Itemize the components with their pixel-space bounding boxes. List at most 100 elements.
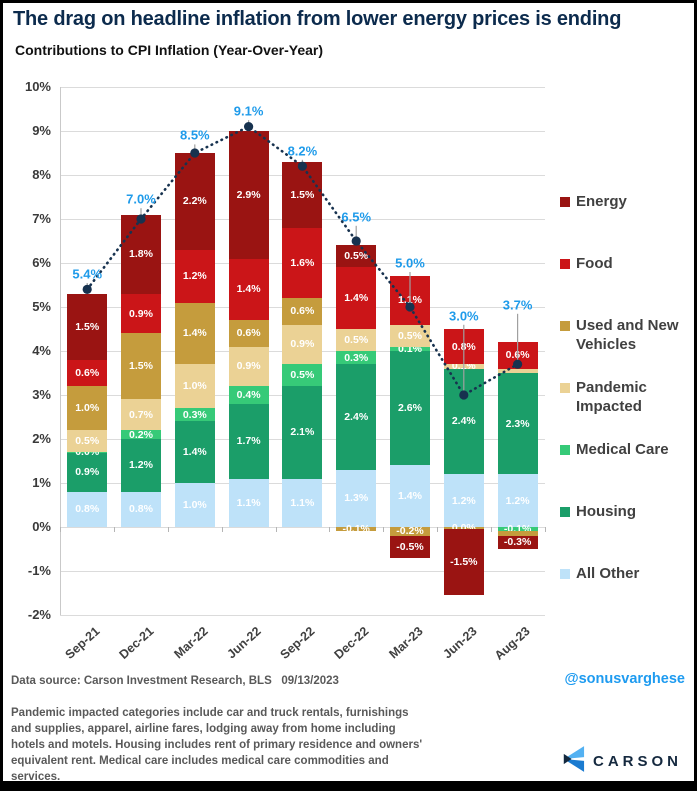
bar-segment-label: 0.5% (344, 250, 369, 263)
bar-segment: -0.1% (336, 523, 377, 535)
bar-segment-label: 1.2% (182, 270, 207, 283)
legend-swatch-icon (560, 569, 570, 579)
bar-segment-label: 1.5% (75, 320, 100, 333)
bar-segment: 0.5% (282, 364, 323, 387)
chart-subtitle: Contributions to CPI Inflation (Year-Ove… (15, 42, 324, 58)
category-axis-tick (221, 527, 223, 532)
bar-segment-label: 1.2% (129, 459, 153, 472)
bar-segment: 1.0% (174, 483, 215, 527)
bar-segment-label: 0.6% (236, 327, 261, 340)
legend-label: Pandemic Impacted (576, 379, 647, 415)
bar-segment: 0.9% (282, 324, 323, 365)
bar-segment-label: 2.4% (451, 415, 476, 428)
bar-segment: 1.4% (228, 258, 269, 321)
bar-segment: 1.0% (174, 364, 215, 409)
category-axis-tick (490, 527, 492, 532)
bar-segment: -0.2% (390, 525, 430, 537)
bar-segment: 2.4% (336, 364, 377, 470)
bar-segment: 1.8% (121, 214, 161, 294)
bar-segment: 0.5% (336, 329, 377, 351)
y-axis-tick-label: -2% (27, 607, 51, 622)
bar-segment: 1.5% (67, 293, 108, 360)
category-axis-tick (60, 527, 62, 532)
legend-swatch-icon (560, 259, 570, 269)
bar-segment-label: 1.6% (290, 256, 315, 269)
carson-logo: CARSON (561, 745, 682, 778)
category-axis-tick (114, 527, 116, 532)
stacked-bar-chart: 10% 9% 8% 7% 6% 5% 4% 3% 2% 1% 0% -1% -2% 0.8% 0.9% 0.0… (3, 3, 694, 781)
bar-segment: 2.4% (443, 368, 484, 475)
total-value-label: 5.4% (72, 266, 103, 282)
bar-segment-label: 0.8% (451, 340, 476, 353)
bar-segment (497, 531, 538, 536)
bar-segment: 0.9% (228, 346, 269, 387)
legend-swatch-icon (560, 197, 570, 207)
bar-segment: 1.2% (174, 249, 215, 303)
bar-segment-label: 1.8% (129, 248, 153, 261)
legend-label: Housing (576, 503, 636, 520)
total-value-label: 3.0% (448, 308, 479, 324)
bar-segment: 0.9% (121, 293, 161, 334)
bar-segment-label: 1.7% (236, 435, 261, 448)
bar-segment: 0.1% (443, 360, 484, 372)
category-axis-tick (167, 527, 169, 532)
bar-segment-label: 2.9% (236, 188, 261, 201)
twitter-handle: @sonusvarghese (564, 671, 685, 687)
bar-segment: 1.4% (174, 421, 215, 483)
bar-segment-label: 2.1% (290, 426, 315, 439)
x-axis-tick-label: Sep-21 (62, 624, 103, 662)
bar-segment: 0.6% (282, 298, 323, 325)
bar-segment-label: 1.1% (236, 496, 261, 509)
total-value-label: 7.0% (126, 191, 156, 207)
bar-segment: 1.1% (390, 276, 430, 325)
bar-segment-label: 1.0% (75, 402, 100, 415)
bar-segment-label: 2.3% (505, 417, 530, 430)
bar-segment: 2.1% (282, 386, 323, 479)
bar-segment: 2.3% (497, 373, 538, 475)
bar-segment: 0.1% (390, 343, 430, 355)
bar-segment: 1.4% (336, 267, 377, 329)
y-axis-tick-label: 7% (32, 211, 51, 226)
y-axis-tick-label: 3% (32, 387, 51, 402)
bar-segment-label: -0.1% (342, 523, 370, 536)
y-axis-tick-label: 0% (32, 519, 51, 534)
bar-segment: 0.5% (390, 324, 430, 347)
bar-segment: 0.5% (67, 430, 108, 453)
bar-segment: 1.3% (336, 469, 377, 527)
bar-segment-label: 2.6% (398, 402, 422, 415)
x-axis-tick-label: Jun-23 (439, 624, 480, 662)
bar-segment-label: 0.6% (290, 305, 315, 318)
y-axis-tick-label: 9% (32, 123, 51, 138)
y-axis-tick-label: 2% (32, 431, 51, 446)
bar-segment-label: 0.5% (290, 369, 315, 382)
bar-segment-label: 0.9% (75, 465, 100, 478)
category-axis-tick (275, 527, 277, 532)
bar-segment-label: 0.2% (129, 428, 153, 441)
legend-swatch-icon (560, 321, 570, 331)
carson-chevron-icon (561, 745, 585, 778)
bar-segment-label: -0.2% (396, 525, 424, 538)
gridline (60, 571, 545, 572)
bar-segment-label: 1.5% (290, 188, 315, 201)
legend-item-pandemic-impacted: Pandemic Impacted (560, 379, 692, 417)
x-axis-tick-label: Dec-21 (116, 624, 157, 662)
bar-segment: 1.2% (121, 439, 161, 492)
bar-segment: 1.2% (497, 474, 538, 527)
y-axis-tick-label: -1% (27, 563, 51, 578)
bar-segment-label: 0.6% (505, 349, 530, 362)
x-axis-tick-label: Dec-22 (331, 624, 372, 662)
category-axis-tick (383, 527, 385, 532)
bar-segment-label: 0.3% (344, 351, 369, 364)
y-axis-tick-label: 10% (24, 79, 51, 94)
bar-segment: 1.1% (228, 478, 269, 527)
bar-segment: 0.4% (228, 386, 269, 404)
legend-label: All Other (576, 565, 640, 582)
bar-segment: 2.6% (390, 351, 430, 466)
data-source-text: Data source: Carson Investment Research,… (11, 675, 339, 687)
bar-segment: 2.9% (228, 131, 269, 259)
category-axis-tick (544, 527, 546, 532)
bar-segment: 1.6% (282, 227, 323, 299)
total-value-label: 8.2% (287, 143, 318, 159)
bar-segment-label: 0.8% (75, 503, 100, 516)
